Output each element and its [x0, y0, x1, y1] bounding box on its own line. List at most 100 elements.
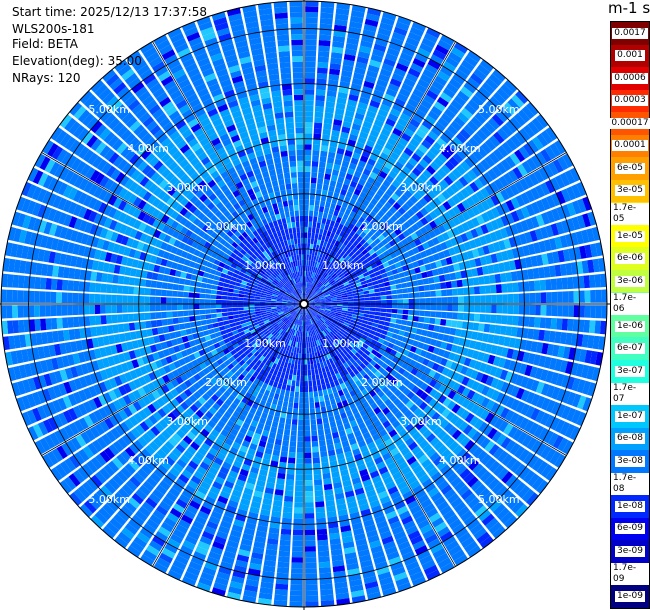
range-gate: [464, 493, 477, 505]
range-gate: [258, 519, 269, 527]
range-gate: [467, 99, 481, 111]
range-gate: [393, 273, 400, 280]
range-gate: [378, 466, 389, 475]
range-gate: [347, 397, 354, 405]
range-gate: [387, 353, 395, 361]
range-gate: [430, 543, 444, 554]
range-gate: [514, 463, 527, 477]
range-gate: [287, 407, 293, 414]
range-gate: [523, 470, 536, 484]
range-gate: [282, 367, 287, 374]
range-gate: [337, 458, 347, 466]
range-gate: [468, 459, 480, 471]
range-gate: [407, 217, 416, 226]
range-gate: [398, 224, 407, 233]
range-gate: [391, 433, 401, 443]
range-gate: [342, 252, 348, 259]
range-gate: [306, 320, 309, 326]
range-gate: [282, 378, 288, 385]
range-gate: [311, 369, 315, 376]
range-gate: [286, 473, 295, 480]
range-gate: [349, 21, 363, 29]
range-gate: [383, 321, 391, 327]
range-gate: [368, 289, 375, 294]
range-gate: [389, 206, 398, 214]
range-gate: [210, 309, 217, 314]
range-gate: [483, 323, 491, 333]
range-gate: [513, 304, 519, 315]
range-gate: [342, 479, 352, 488]
range-gate: [216, 313, 223, 318]
range-gate: [344, 255, 351, 261]
range-gate: [437, 444, 448, 455]
range-gate: [367, 285, 374, 290]
range-gate: [403, 127, 415, 138]
range-gate: [438, 394, 447, 404]
range-gate: [453, 480, 466, 492]
range-gate: [222, 515, 234, 524]
range-gate: [454, 179, 464, 190]
range-gate: [328, 324, 334, 330]
range-gate: [389, 394, 398, 402]
range-gate: [479, 59, 494, 72]
range-gate: [320, 600, 335, 607]
range-gate: [479, 256, 488, 266]
range-gate: [463, 472, 475, 484]
range-gate: [525, 378, 535, 390]
range-gate: [346, 456, 355, 464]
range-gate: [304, 155, 312, 161]
range-gate: [480, 142, 492, 155]
range-gate: [392, 127, 403, 137]
range-gate: [280, 360, 285, 367]
range-gate: [448, 352, 456, 361]
range-gate: [220, 561, 233, 570]
range-gate: [433, 426, 443, 436]
range-gate: [514, 180, 525, 193]
range-gate: [464, 141, 476, 153]
range-gate: [447, 379, 456, 389]
range-gate: [452, 312, 458, 320]
range-gate: [277, 382, 283, 389]
range-gate: [419, 42, 433, 54]
range-gate: [397, 309, 403, 314]
range-gate: [447, 426, 458, 437]
range-gate: [306, 314, 309, 320]
range-gate: [318, 367, 323, 374]
range-gate: [262, 429, 270, 437]
range-gate: [357, 440, 367, 448]
range-gate: [407, 566, 422, 577]
range-gate: [475, 226, 484, 237]
range-gate: [312, 155, 319, 162]
range-gate: [304, 359, 307, 365]
range-gate: [414, 252, 423, 261]
range-gate: [367, 410, 376, 419]
range-gate: [300, 375, 304, 382]
range-gate: [469, 340, 477, 349]
range-gate: [377, 210, 385, 218]
range-gate: [319, 583, 333, 590]
range-gate: [545, 180, 556, 194]
range-gate: [339, 328, 346, 333]
range-gate: [426, 89, 439, 101]
range-gate: [399, 510, 411, 520]
range-gate: [393, 328, 400, 335]
range-gate: [274, 438, 282, 446]
range-gate: [433, 391, 443, 401]
range-gate: [367, 333, 375, 339]
range-gate: [437, 348, 446, 357]
range-gate: [406, 373, 415, 382]
range-gate: [304, 430, 311, 437]
range-gate: [543, 164, 554, 178]
range-gate: [296, 375, 300, 381]
range-gate: [495, 346, 504, 356]
range-gate: [331, 215, 338, 222]
range-gate: [364, 297, 370, 301]
range-gate: [337, 304, 343, 306]
range-gate: [429, 161, 440, 171]
range-gate: [394, 339, 402, 347]
range-gate: [495, 404, 505, 417]
range-gate: [270, 403, 277, 411]
range-gate: [561, 277, 568, 290]
range-gate: [304, 226, 308, 233]
range-gate: [464, 157, 475, 169]
